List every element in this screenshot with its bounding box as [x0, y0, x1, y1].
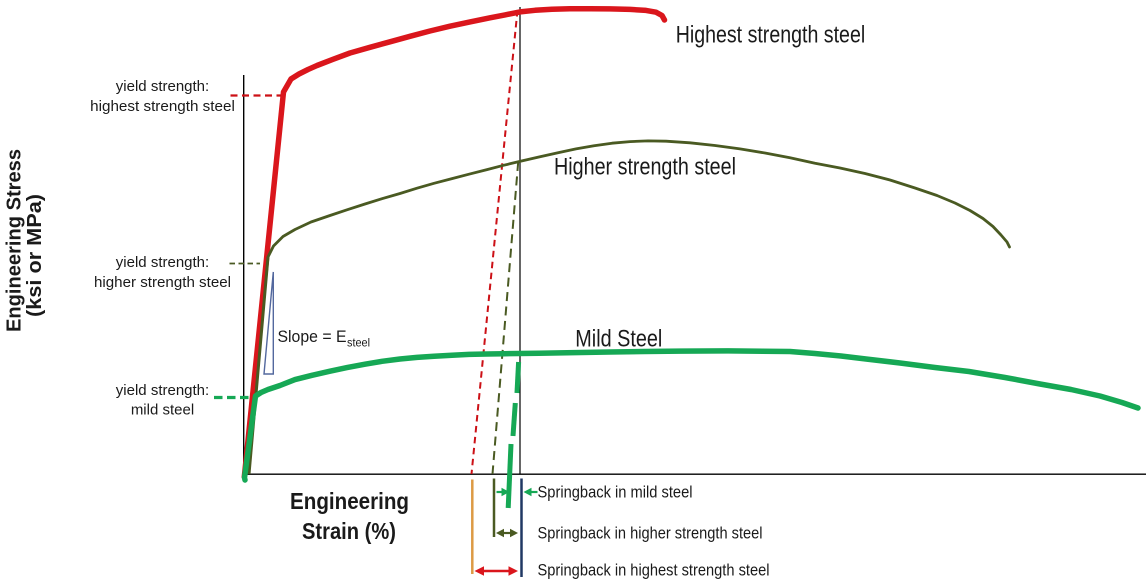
- svg-text:Highest strength steel: Highest strength steel: [676, 22, 866, 49]
- svg-text:steel: steel: [347, 336, 370, 350]
- svg-text:Springback in higher strength: Springback in higher strength steel: [538, 524, 763, 543]
- svg-text:Slope = E: Slope = E: [278, 327, 347, 346]
- svg-text:Engineering: Engineering: [290, 488, 409, 514]
- svg-text:highest strength steel: highest strength steel: [90, 98, 235, 115]
- svg-text:Mild Steel: Mild Steel: [575, 326, 662, 353]
- svg-text:Springback in mild steel: Springback in mild steel: [538, 483, 693, 502]
- svg-text:Engineering Stress: Engineering Stress: [4, 149, 26, 332]
- svg-text:yield strength:: yield strength:: [116, 382, 209, 399]
- svg-text:Higher strength steel: Higher strength steel: [554, 154, 736, 181]
- svg-text:Springback in highest strength: Springback in highest strength steel: [538, 561, 770, 580]
- svg-text:higher strength steel: higher strength steel: [94, 274, 231, 291]
- svg-text:mild steel: mild steel: [131, 402, 194, 419]
- svg-text:(ksi or MPa): (ksi or MPa): [24, 194, 46, 317]
- svg-text:yield strength:: yield strength:: [116, 78, 209, 95]
- svg-text:yield strength:: yield strength:: [116, 254, 209, 271]
- svg-text:Strain (%): Strain (%): [302, 518, 396, 544]
